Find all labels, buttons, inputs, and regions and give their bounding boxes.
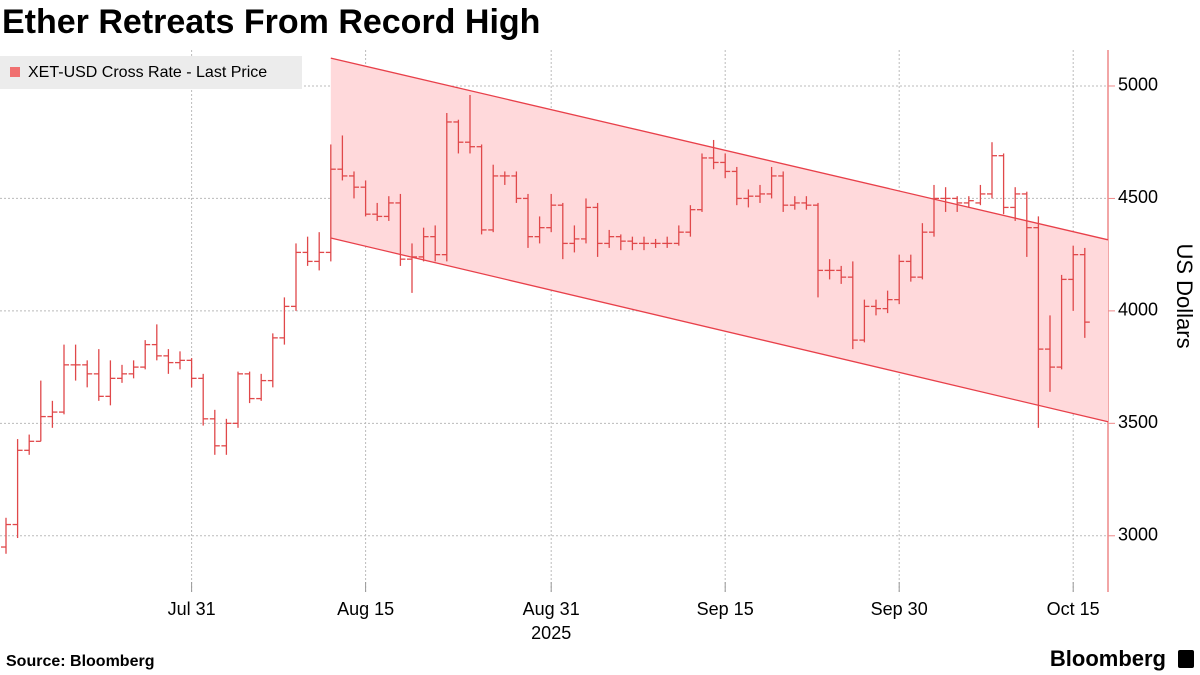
x-tick-label: Sep 30 xyxy=(871,599,928,619)
legend-label: XET-USD Cross Rate - Last Price xyxy=(28,64,267,81)
channel-area xyxy=(330,58,1108,422)
legend-box xyxy=(0,56,302,89)
brand-icon xyxy=(1178,650,1194,668)
y-tick-label: 4000 xyxy=(1118,300,1158,320)
channel-line xyxy=(330,57,1109,241)
brand-logo: Bloomberg xyxy=(1050,646,1166,671)
y-tick-label: 4500 xyxy=(1118,187,1158,207)
x-year-label: 2025 xyxy=(531,623,571,643)
x-tick-label: Aug 15 xyxy=(337,599,394,619)
x-tick-label: Sep 15 xyxy=(697,599,754,619)
legend-swatch xyxy=(10,67,20,77)
y-tick-label: 3500 xyxy=(1118,412,1158,432)
x-tick-label: Jul 31 xyxy=(168,599,216,619)
channel-line xyxy=(330,237,1109,423)
ohlc-series xyxy=(1,94,1090,554)
x-tick-label: Aug 31 xyxy=(523,599,580,619)
source-note: Source: Bloomberg xyxy=(6,653,154,670)
y-tick-label: 3000 xyxy=(1118,525,1158,545)
chart-title: Ether Retreats From Record High xyxy=(2,3,540,41)
y-axis-label: US Dollars xyxy=(1172,243,1197,348)
y-tick-label: 5000 xyxy=(1118,75,1158,95)
x-tick-label: Oct 15 xyxy=(1047,599,1100,619)
